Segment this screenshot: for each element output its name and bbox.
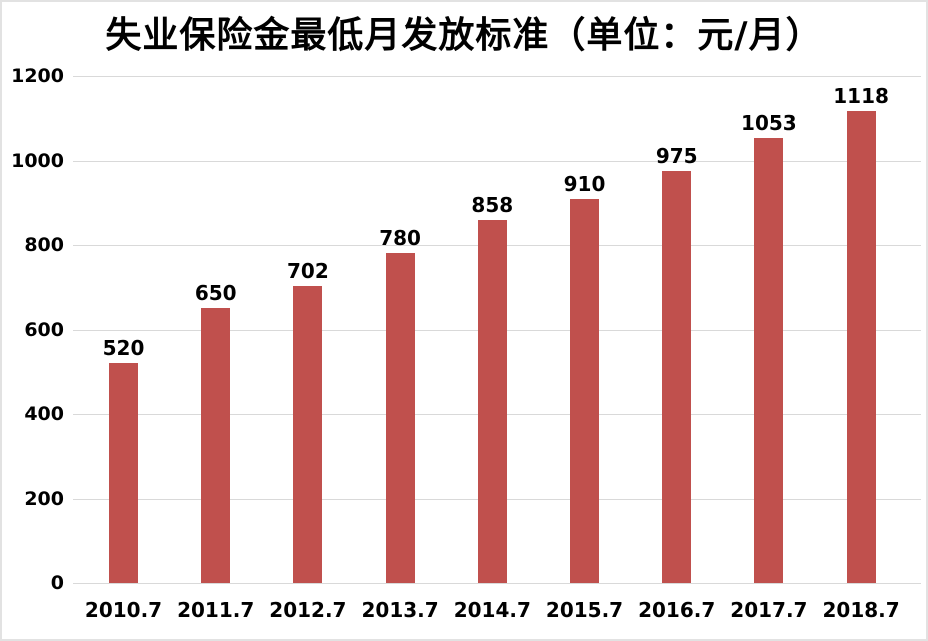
x-axis-category-label: 2017.7 (730, 598, 808, 622)
bar-value-label: 1053 (741, 111, 797, 136)
x-axis-category-label: 2018.7 (822, 598, 900, 622)
x-axis-category-label: 2013.7 (361, 598, 439, 622)
x-axis-category-label: 2012.7 (269, 598, 347, 622)
bar-value-label: 910 (563, 171, 606, 196)
bar (109, 363, 138, 583)
x-axis-category-label: 2011.7 (177, 598, 255, 622)
bar (662, 171, 692, 583)
bar (570, 198, 599, 583)
x-axis-category-label: 2014.7 (453, 598, 531, 622)
bar (477, 220, 507, 583)
bar (293, 286, 323, 583)
bar (754, 138, 784, 583)
bar-value-label: 975 (655, 144, 698, 169)
y-axis-tick-label: 0 (50, 572, 64, 594)
x-axis-category-label: 2016.7 (638, 598, 716, 622)
bar-value-label: 702 (287, 259, 329, 284)
bar-value-label: 1118 (833, 83, 889, 108)
bar-value-label: 858 (471, 193, 514, 218)
bar (846, 110, 876, 583)
y-axis-tick-label: 200 (24, 487, 64, 510)
bar-value-label: 780 (379, 226, 421, 251)
y-axis-tick-label: 600 (24, 318, 64, 341)
x-axis-category-label: 2010.7 (84, 598, 163, 622)
x-axis-category-label: 2015.7 (545, 598, 624, 622)
bar-value-label: 520 (102, 336, 145, 361)
gridline (73, 583, 921, 584)
bar-value-label: 650 (194, 281, 237, 306)
bar (385, 253, 415, 583)
y-axis-tick-label: 1200 (11, 65, 64, 87)
y-axis-tick-label: 1000 (11, 149, 64, 172)
gridline (73, 160, 921, 162)
y-axis-tick-label: 800 (24, 234, 64, 256)
y-axis-tick-label: 400 (24, 403, 64, 425)
gridline (73, 76, 921, 77)
bar (201, 308, 231, 583)
chart-title: 失业保险金最低月发放标准（单位：元/月） (105, 15, 823, 56)
